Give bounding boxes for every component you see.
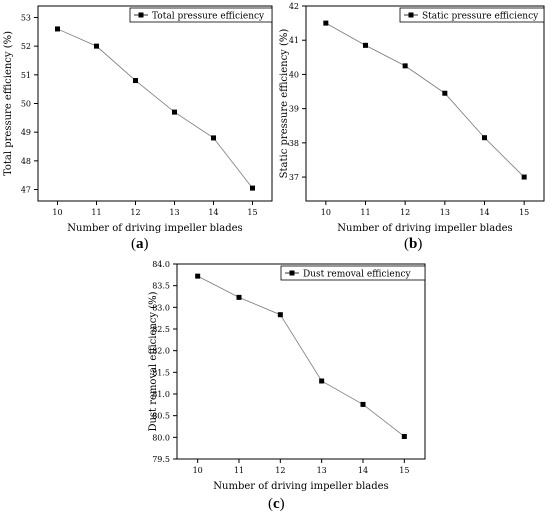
plot-frame <box>176 263 426 460</box>
y-tick-label: 39 <box>289 105 299 114</box>
data-point <box>195 273 201 279</box>
y-tick-label: 42 <box>289 2 299 11</box>
x-axis-label: Number of driving impeller blades <box>67 223 242 234</box>
y-axis-label: Static pressure efficiency (%) <box>279 29 290 179</box>
data-point <box>521 174 527 180</box>
y-tick-label: 38 <box>289 139 299 148</box>
data-point <box>133 78 138 84</box>
series-line <box>325 22 525 178</box>
legend-label: Static pressure efficiency <box>422 12 539 22</box>
y-tick-label: 80.0 <box>152 433 170 442</box>
series-line <box>57 28 253 189</box>
y-tick-label: 81.0 <box>152 390 170 399</box>
legend-box <box>280 265 426 281</box>
chart-b-svg: 10 11 12 13 14 15 37 38 39 40 41 42 Number of drivin… <box>279 2 545 234</box>
data-point <box>250 185 255 191</box>
x-tick-label: 14 <box>479 208 489 217</box>
legend-box <box>129 7 273 23</box>
y-tick-label: 80.5 <box>152 412 170 421</box>
y-tick-label: 50 <box>21 100 31 109</box>
data-point <box>323 20 329 26</box>
y-tick-label: 37 <box>289 173 299 182</box>
x-tick-label: 10 <box>52 208 62 217</box>
legend-label: Dust removal efficiency <box>303 270 412 280</box>
x-tick-label: 15 <box>519 208 529 217</box>
y-tick-label: 49 <box>21 128 31 137</box>
y-axis-label: Total pressure efficiency (%) <box>3 31 14 176</box>
chart-dust-removal: 10 11 12 13 14 15 79.5 80.0 80.5 81.0 81.5 82.0 82.5… <box>145 258 428 493</box>
data-point <box>401 433 407 439</box>
plot-frame <box>305 5 545 202</box>
y-tick-label: 53 <box>21 13 31 22</box>
panel-label-c: (c) <box>268 496 285 512</box>
y-tick-label: 82.5 <box>152 325 170 334</box>
data-point <box>360 401 366 407</box>
y-tick-label: 40 <box>289 70 299 79</box>
y-tick-label: 81.5 <box>152 368 170 377</box>
data-point <box>211 135 216 141</box>
legend-box <box>399 7 545 23</box>
x-tick-label: 11 <box>91 208 101 217</box>
x-tick-label: 14 <box>208 208 218 217</box>
panel-label-a: (a) <box>131 236 149 252</box>
data-point <box>94 43 99 49</box>
y-tick-label: 79.5 <box>152 455 170 464</box>
x-tick-label: 10 <box>321 208 331 217</box>
x-tick-label: 13 <box>317 466 327 475</box>
y-tick-label: 47 <box>21 186 31 195</box>
legend-marker <box>289 270 295 276</box>
y-tick-label: 84.0 <box>152 260 170 269</box>
y-tick-label: 52 <box>21 42 31 51</box>
legend-marker <box>138 12 144 18</box>
x-tick-label: 13 <box>440 208 450 217</box>
data-point <box>277 312 283 318</box>
x-tick-label: 15 <box>247 208 257 217</box>
data-point <box>172 109 177 115</box>
x-tick-label: 11 <box>360 208 370 217</box>
x-axis-label: Number of driving impeller blades <box>213 481 388 492</box>
x-tick-label: 12 <box>130 208 140 217</box>
y-tick-label: 48 <box>21 157 31 166</box>
data-point <box>363 42 368 48</box>
x-tick-label: 15 <box>399 466 409 475</box>
data-point <box>55 26 60 32</box>
chart-total-pressure: 10 11 12 13 14 15 47 48 49 50 51 52 53 Number of driv… <box>0 0 276 235</box>
y-tick-label: 41 <box>289 36 299 45</box>
chart-a-svg: 10 11 12 13 14 15 47 48 49 50 51 52 53 Number of driv… <box>3 5 273 234</box>
data-point <box>319 378 325 384</box>
x-tick-label: 12 <box>400 208 410 217</box>
y-tick-label: 51 <box>21 71 31 80</box>
data-point <box>236 294 242 300</box>
data-point <box>482 135 487 141</box>
y-axis-label: Dust removal efficiency (%) <box>148 291 159 431</box>
data-point <box>402 63 408 69</box>
series-line <box>197 275 405 437</box>
y-tick-label: 83.5 <box>152 282 170 291</box>
chart-static-pressure: 10 11 12 13 14 15 37 38 39 40 41 42 Number of drivin… <box>276 0 550 235</box>
x-tick-label: 11 <box>234 466 244 475</box>
x-axis-label: Number of driving impeller blades <box>337 223 512 234</box>
legend-marker <box>408 12 414 18</box>
panel-label-b: (b) <box>404 236 423 252</box>
data-point <box>442 90 448 96</box>
x-tick-label: 14 <box>358 466 368 475</box>
x-tick-label: 10 <box>193 466 203 475</box>
y-tick-label: 83.0 <box>152 303 170 312</box>
plot-frame <box>37 5 273 202</box>
y-tick-label: 82.0 <box>152 347 170 356</box>
x-tick-label: 13 <box>169 208 179 217</box>
legend-label: Total pressure efficiency <box>152 12 265 22</box>
x-tick-label: 12 <box>275 466 285 475</box>
chart-c-svg: 10 11 12 13 14 15 79.5 80.0 80.5 81.0 81.5 82.0 82.5… <box>148 260 426 492</box>
